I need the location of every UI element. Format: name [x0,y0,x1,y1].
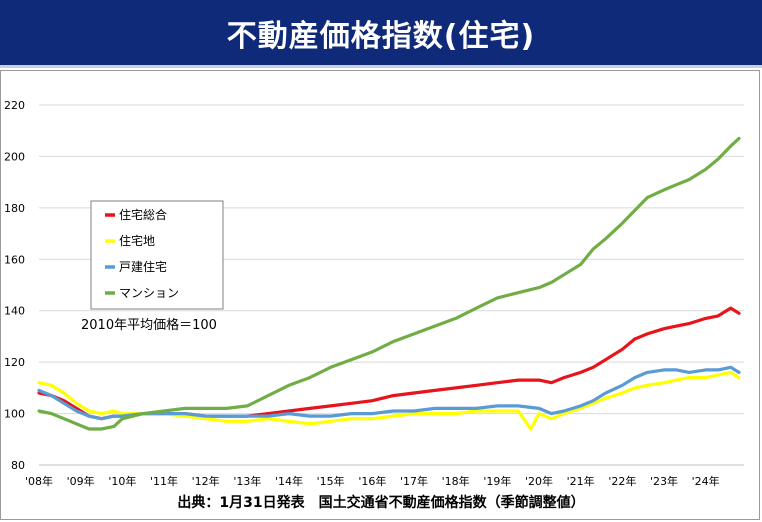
source-caption: 出典：1月31日発表 国土交通省不動産価格指数（季節調整値） [177,494,584,511]
x-tick-label: '22年 [608,474,636,488]
y-tick-label: 140 [4,305,25,318]
price-index-chart: 80 100 120 140 160 180 200 220 '08年 '09年 '10年 '11年… [4,99,744,511]
x-tick-label: '16年 [358,474,386,488]
series-line-1 [37,370,741,431]
legend-box [90,200,224,310]
y-tick-label: 120 [4,356,25,369]
x-tick-label: '13年 [233,474,261,488]
x-tick-label: '21年 [567,474,595,488]
series-lines [37,136,741,431]
y-tick-label: 100 [4,408,25,421]
x-tick-label: '19年 [483,474,511,488]
x-tick-label: '15年 [317,474,345,488]
x-tick-label: '08年 [25,474,53,488]
x-tick-label: '18年 [442,474,470,488]
title-banner: 不動産価格指数(住宅) [0,0,762,68]
y-tick-label: 200 [4,150,25,163]
x-tick-label: '17年 [400,474,428,488]
x-tick-label: '23年 [650,474,678,488]
base-note: 2010年平均価格＝100 [81,317,217,333]
series-line-3 [37,136,741,431]
x-tick-label: '09年 [67,474,95,488]
y-tick-label: 80 [11,459,25,472]
legend-label: 住宅地 [119,233,155,248]
x-tick-label: '11年 [150,474,178,488]
y-tick-label: 160 [4,253,25,266]
chart-frame: 80 100 120 140 160 180 200 220 '08年 '09年 '10年 '11年… [0,70,760,520]
series-line-2 [37,365,741,421]
legend-label: 住宅総合 [119,207,167,222]
y-tick-label: 180 [4,202,25,215]
y-axis-ticks: 80 100 120 140 160 180 200 220 [4,99,25,472]
x-axis-ticks: '08年 '09年 '10年 '11年 '12年 '13年 '14年 '15年 '16年 '17年… [25,474,720,488]
legend-label: マンション [119,286,179,300]
page-title: 不動産価格指数(住宅) [226,18,536,54]
x-tick-label: '12年 [192,474,220,488]
legend-label: 戸建住宅 [119,259,167,274]
x-tick-label: '24年 [692,474,720,488]
x-tick-label: '20年 [525,474,553,488]
x-tick-label: '14年 [275,474,303,488]
y-tick-label: 220 [4,99,25,112]
x-tick-label: '10年 [108,474,136,488]
